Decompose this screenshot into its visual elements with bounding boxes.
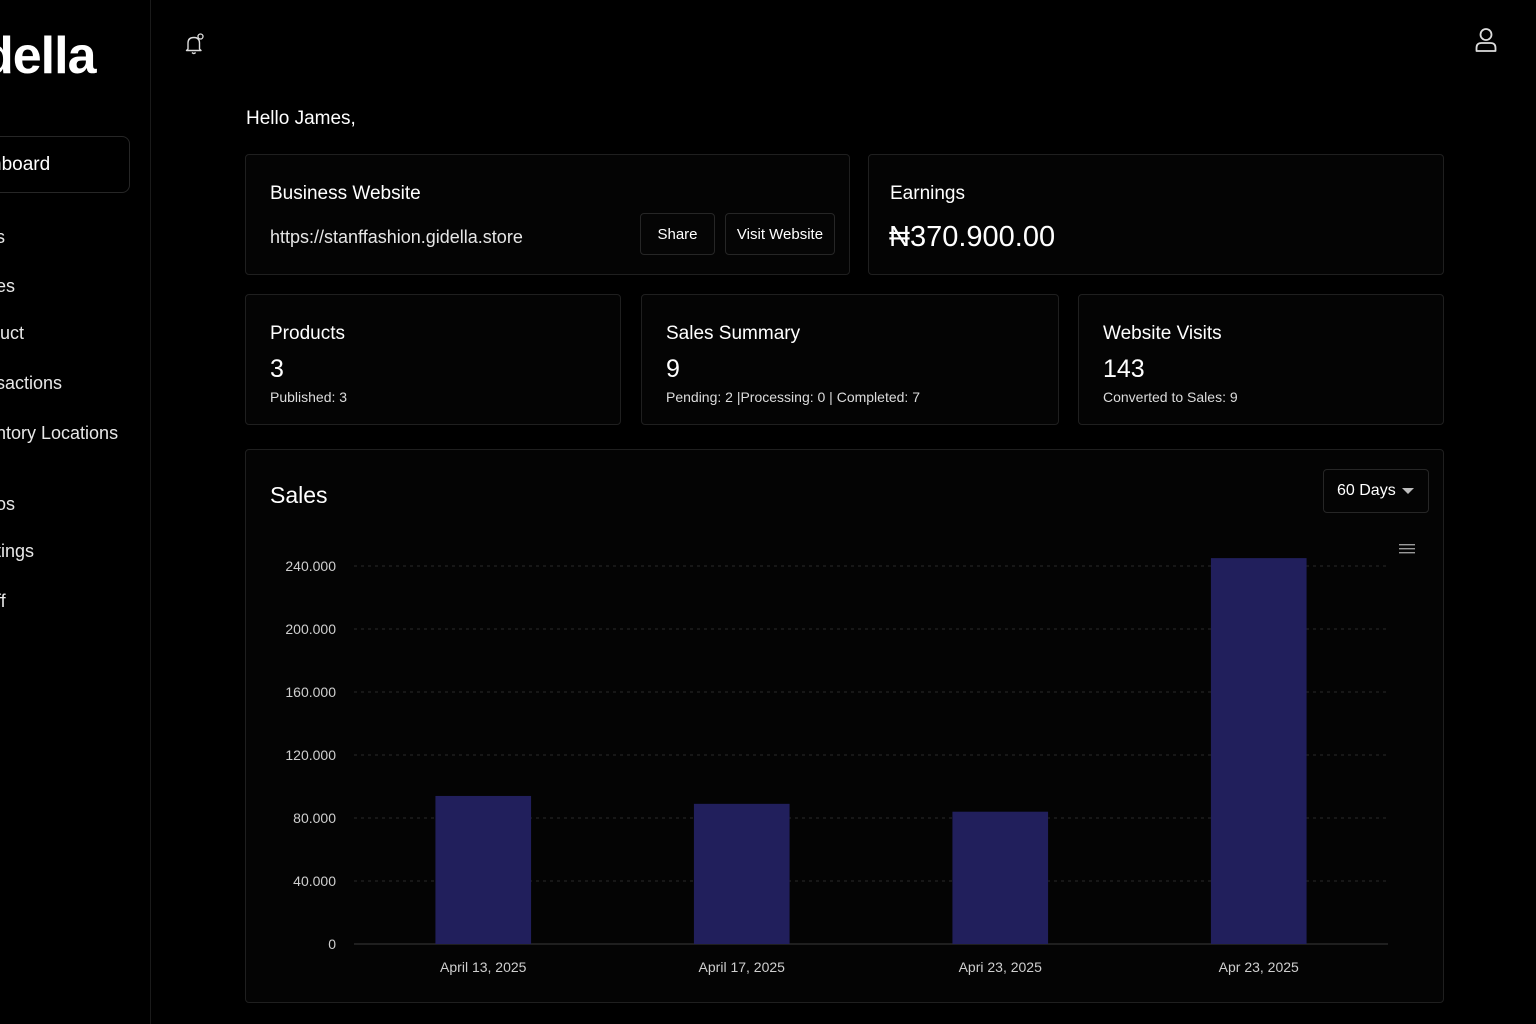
sales-bar[interactable] [693,803,790,944]
y-tick-label: 200.000 [285,621,336,637]
sales-bar[interactable] [952,811,1049,944]
website-visits-card: Website Visits 143 Converted to Sales: 9 [1078,294,1444,425]
sales-summary-count: 9 [666,355,680,383]
website-visits-converted: Converted to Sales: 9 [1103,389,1238,405]
sales-summary-title: Sales Summary [666,323,801,344]
sales-bar[interactable] [435,795,532,944]
earnings-title: Earnings [890,183,965,204]
date-range-value: 60 Days [1337,482,1396,499]
earnings-value: ₦370.900.00 [889,221,1056,253]
website-visits-count: 143 [1103,355,1145,383]
sales-summary-card: Sales Summary 9 Pending: 2 |Processing: … [641,294,1059,425]
business-website-card: Business Website https://stanffashion.gi… [245,154,850,275]
bell-icon[interactable] [182,32,206,56]
sidebar-item-categories[interactable]: es [0,276,16,296]
sidebar: della hboard s es luct sactions ntory Lo… [0,0,151,1024]
sidebar-item-product[interactable]: luct [0,323,25,343]
business-website-url[interactable]: https://stanffashion.gidella.store [270,227,523,247]
business-website-title: Business Website [270,183,421,204]
y-tick-label: 160.000 [285,684,336,700]
y-tick-label: 80.000 [293,810,336,826]
products-title: Products [270,323,345,344]
y-tick-label: 240.000 [285,558,336,574]
sales-bar[interactable] [1210,558,1307,944]
x-tick-label: Apri 23, 2025 [959,959,1042,975]
sales-chart-panel: Sales 60 Days 0 40.000 80.000 120.000 160.00… [245,449,1444,1003]
website-visits-title: Website Visits [1103,323,1222,344]
y-tick-label: 120.000 [285,747,336,763]
sidebar-item-settings[interactable]: tings [0,541,35,561]
sales-summary-breakdown: Pending: 2 |Processing: 0 | Completed: 7 [666,389,920,405]
greeting-text: Hello James, [246,108,356,129]
visit-website-button[interactable]: Visit Website [725,213,835,255]
products-published: Published: 3 [270,389,348,405]
chevron-down-icon [1402,488,1414,494]
y-tick-label: 0 [328,936,336,952]
x-tick-label: April 17, 2025 [699,959,786,975]
x-tick-label: April 13, 2025 [440,959,527,975]
sidebar-item-label: hboard [0,153,51,175]
sidebar-item-staff[interactable]: ff [0,591,6,611]
sales-bar-chart: 0 40.000 80.000 120.000 160.000 200.000 240.00… [285,558,1388,975]
sidebar-item-transactions[interactable]: sactions [0,373,63,393]
products-card: Products 3 Published: 3 [245,294,621,425]
products-count: 3 [270,355,284,383]
sidebar-item-dashboard[interactable]: hboard [0,136,130,193]
share-button[interactable]: Share [640,213,715,255]
date-range-dropdown[interactable]: 60 Days [1323,469,1429,513]
sidebar-item-apps[interactable]: os [0,494,16,514]
chart-menu-icon[interactable] [1398,542,1416,556]
app-logo[interactable]: della [0,27,96,85]
sidebar-item-inventory-locations[interactable]: ntory Locations [0,423,119,443]
y-tick-label: 40.000 [293,873,336,889]
user-icon[interactable] [1472,26,1500,54]
sales-chart-title: Sales [270,482,328,508]
earnings-card: Earnings ₦370.900.00 [868,154,1444,275]
x-tick-label: Apr 23, 2025 [1219,959,1299,975]
sidebar-item-orders[interactable]: s [0,227,5,248]
